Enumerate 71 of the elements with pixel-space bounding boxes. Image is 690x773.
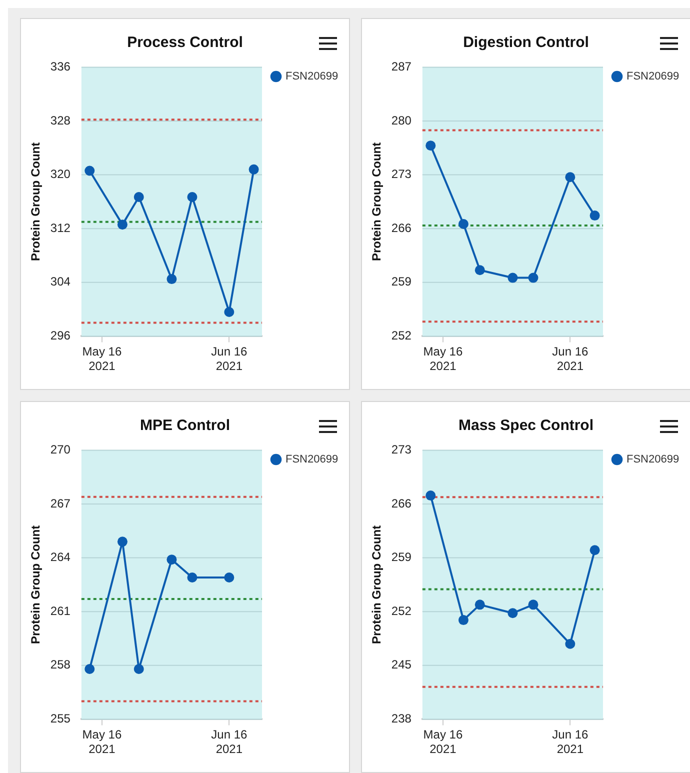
point (528, 600, 538, 610)
y-tick-label: 270 (50, 442, 71, 457)
chart-title: MPE Control (139, 417, 231, 434)
y-tick-label: 252 (391, 604, 412, 618)
y-tick-label: 273 (391, 442, 412, 457)
point (187, 192, 198, 202)
point (426, 490, 436, 501)
y-tick-label: 328 (50, 113, 71, 128)
point (134, 192, 144, 202)
y-axis-title: Protein Group Count (370, 142, 384, 262)
x-tick-label: May 16 2021 (423, 344, 463, 374)
y-tick-label: 336 (50, 60, 71, 74)
point (224, 306, 234, 317)
y-tick-label: 245 (391, 658, 412, 672)
point (565, 638, 576, 649)
x-tick-label: Jun 16 2021 (211, 344, 248, 374)
legend-label: FSN20699 (626, 70, 680, 83)
point (565, 172, 576, 182)
point (508, 608, 518, 618)
point (84, 166, 95, 176)
y-axis-title: Protein Group Count (28, 525, 43, 644)
y-tick-label: 266 (391, 496, 412, 510)
y-tick-label: 255 (50, 712, 71, 726)
point (474, 265, 485, 276)
point (458, 218, 468, 229)
y-tick-label: 252 (391, 328, 412, 343)
y-tick-label: 273 (391, 167, 412, 182)
y-tick-label: 259 (391, 550, 412, 564)
y-tick-label: 267 (50, 496, 71, 510)
y-tick-label: 266 (391, 220, 412, 235)
chart-title: Mass Spec Control (457, 417, 595, 434)
y-tick-label: 258 (50, 658, 71, 672)
point (84, 664, 95, 674)
point (474, 600, 485, 610)
point (134, 664, 144, 674)
x-tick-label: Jun 16 2021 (211, 728, 248, 756)
x-tick-label: May 16 2021 (82, 728, 122, 756)
point (590, 210, 600, 221)
legend-label: FSN20699 (286, 70, 338, 83)
point (224, 572, 234, 583)
point (117, 536, 128, 547)
y-axis-title: Protein Group Count (28, 142, 43, 262)
x-tick-label: Jun 16 2021 (552, 344, 589, 374)
point (528, 272, 538, 283)
x-tick-label: May 16 2021 (82, 344, 122, 374)
point (166, 274, 177, 284)
point (458, 615, 468, 626)
legend-label: FSN20699 (626, 454, 680, 466)
y-tick-label: 264 (50, 550, 71, 564)
point (426, 140, 436, 151)
y-tick-label: 304 (50, 274, 71, 289)
point (248, 164, 259, 174)
y-tick-label: 287 (391, 60, 412, 74)
point (187, 572, 198, 583)
chart-title: Process Control (126, 34, 244, 51)
point (117, 220, 128, 230)
chart-title: Digestion Control (462, 34, 590, 51)
point (166, 554, 177, 565)
legend-label: FSN20699 (286, 454, 338, 466)
y-tick-label: 261 (50, 604, 71, 618)
y-tick-label: 320 (50, 167, 71, 182)
y-tick-label: 312 (50, 220, 71, 235)
point (508, 272, 518, 283)
x-tick-label: May 16 2021 (423, 728, 463, 756)
y-tick-label: 280 (391, 113, 412, 128)
y-tick-label: 238 (391, 712, 412, 726)
y-axis-title: Protein Group Count (370, 525, 384, 644)
point (590, 545, 600, 556)
x-tick-label: Jun 16 2021 (552, 728, 589, 756)
y-tick-label: 296 (50, 328, 71, 343)
y-tick-label: 259 (391, 274, 412, 289)
